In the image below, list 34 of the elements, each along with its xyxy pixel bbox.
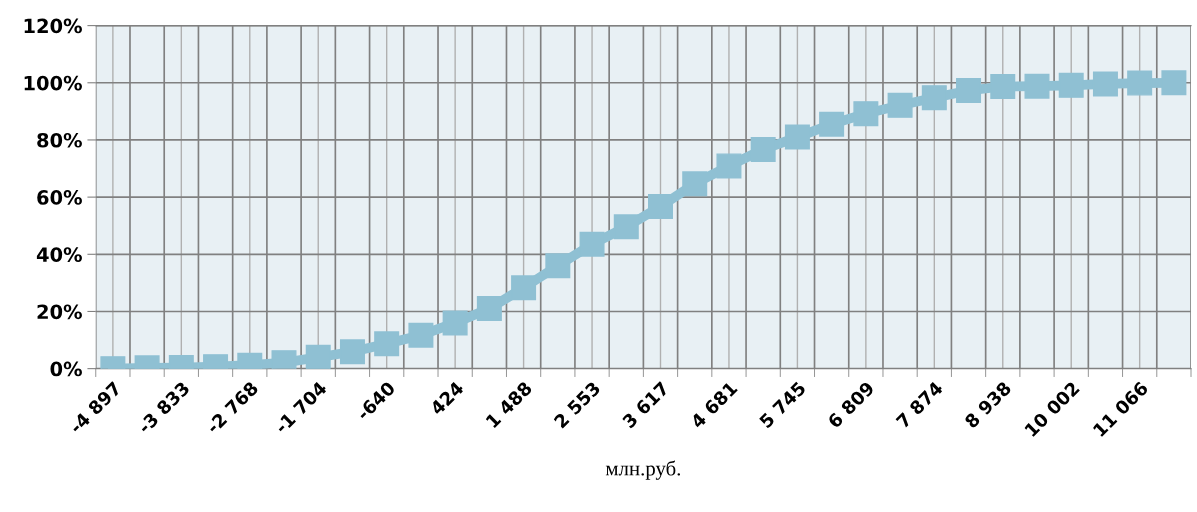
point xyxy=(511,275,537,301)
point xyxy=(990,73,1016,99)
point xyxy=(1024,73,1050,99)
point xyxy=(887,92,913,118)
point xyxy=(956,77,982,103)
point xyxy=(305,344,331,369)
point xyxy=(1058,72,1084,98)
y-tick-label: 0% xyxy=(50,361,82,377)
point xyxy=(613,214,639,240)
point xyxy=(1161,70,1187,96)
point xyxy=(408,322,434,348)
point xyxy=(819,111,845,137)
point xyxy=(682,171,708,197)
point xyxy=(853,101,879,127)
point xyxy=(442,310,468,336)
x-axis-title: млн.руб. xyxy=(605,460,681,480)
y-tick-label: 80% xyxy=(37,132,82,148)
point xyxy=(784,124,810,150)
point xyxy=(339,339,365,365)
point xyxy=(1127,70,1153,96)
point xyxy=(374,331,400,357)
point xyxy=(1092,71,1118,97)
y-tick-label: 100% xyxy=(24,75,82,91)
point xyxy=(921,85,947,111)
point xyxy=(579,231,605,257)
point xyxy=(648,194,674,220)
point xyxy=(545,253,571,279)
y-tick-label: 40% xyxy=(36,247,82,262)
point xyxy=(750,136,776,162)
y-tick-label: 120% xyxy=(24,18,82,34)
y-tick-label: 60% xyxy=(37,190,82,205)
y-tick-label: 20% xyxy=(37,304,82,320)
point xyxy=(476,296,502,322)
point xyxy=(716,153,742,179)
